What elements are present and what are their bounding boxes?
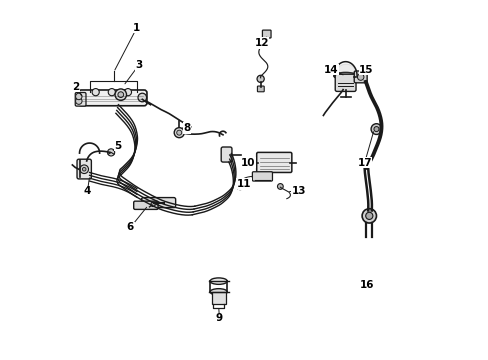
- Text: 7: 7: [239, 179, 246, 189]
- Circle shape: [365, 212, 372, 220]
- Circle shape: [237, 183, 243, 190]
- Ellipse shape: [210, 278, 227, 284]
- Text: 2: 2: [72, 82, 80, 92]
- Text: 14: 14: [324, 64, 338, 75]
- Circle shape: [176, 130, 182, 135]
- FancyBboxPatch shape: [262, 30, 270, 38]
- Text: 13: 13: [291, 186, 305, 197]
- Text: 6: 6: [126, 222, 134, 232]
- FancyBboxPatch shape: [221, 147, 231, 162]
- Text: 3: 3: [135, 60, 142, 70]
- FancyBboxPatch shape: [353, 71, 366, 83]
- FancyBboxPatch shape: [211, 292, 225, 304]
- FancyBboxPatch shape: [252, 172, 272, 181]
- Circle shape: [124, 89, 131, 96]
- Text: 16: 16: [359, 280, 374, 290]
- FancyBboxPatch shape: [142, 198, 175, 208]
- FancyBboxPatch shape: [335, 74, 355, 91]
- Circle shape: [115, 89, 126, 100]
- Circle shape: [257, 75, 264, 82]
- Circle shape: [118, 92, 123, 98]
- Circle shape: [373, 127, 378, 132]
- FancyBboxPatch shape: [257, 86, 264, 92]
- FancyBboxPatch shape: [133, 201, 158, 210]
- Circle shape: [370, 124, 381, 134]
- Text: 5: 5: [114, 141, 122, 151]
- Circle shape: [357, 74, 363, 80]
- Circle shape: [107, 149, 115, 156]
- FancyBboxPatch shape: [77, 159, 91, 179]
- Text: 12: 12: [254, 38, 268, 48]
- Text: 11: 11: [236, 179, 250, 189]
- Circle shape: [151, 202, 155, 207]
- Circle shape: [138, 93, 146, 102]
- Circle shape: [92, 89, 99, 96]
- Text: 15: 15: [359, 64, 373, 75]
- Text: 9: 9: [215, 313, 223, 323]
- Text: 1: 1: [133, 23, 140, 33]
- Ellipse shape: [333, 72, 357, 80]
- Ellipse shape: [210, 289, 227, 295]
- FancyBboxPatch shape: [78, 90, 147, 106]
- Circle shape: [362, 209, 376, 223]
- Circle shape: [80, 165, 88, 174]
- Text: 4: 4: [83, 186, 91, 197]
- Circle shape: [174, 128, 184, 138]
- Circle shape: [82, 167, 86, 171]
- Text: 8: 8: [183, 123, 190, 133]
- Circle shape: [277, 184, 283, 189]
- Circle shape: [76, 98, 82, 104]
- Circle shape: [108, 89, 115, 96]
- Text: 17: 17: [357, 158, 371, 168]
- Text: 10: 10: [241, 158, 255, 168]
- FancyBboxPatch shape: [256, 152, 291, 172]
- Circle shape: [76, 93, 82, 100]
- FancyBboxPatch shape: [75, 93, 86, 106]
